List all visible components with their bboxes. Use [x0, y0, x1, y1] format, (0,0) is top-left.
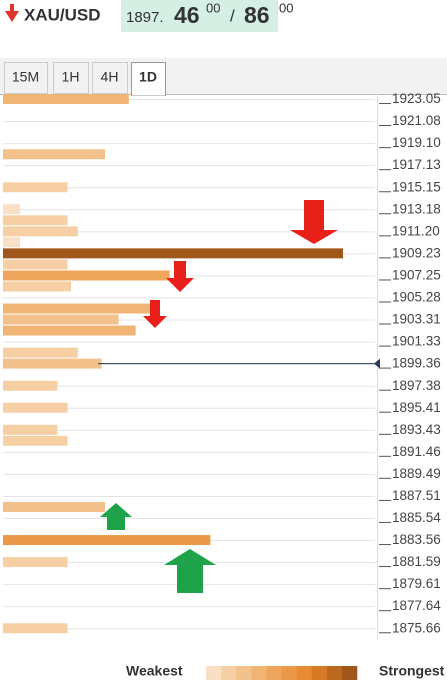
y-tick-label: 1913.18: [392, 201, 441, 216]
tab[interactable]: [131, 62, 166, 96]
y-tick-label: 1887.51: [392, 488, 441, 503]
bar: [3, 182, 68, 193]
legend-swatch: [311, 666, 328, 680]
y-tick-label: 1911.20: [392, 223, 440, 238]
bar: [3, 303, 153, 314]
y-tick-label: 1895.41: [392, 400, 441, 415]
y-tick-label: 1903.31: [392, 312, 441, 327]
y-tick-label: 1889.49: [392, 466, 441, 481]
y-tick-label: 1897.38: [392, 378, 441, 393]
bar: [3, 557, 68, 568]
bar: [3, 501, 105, 512]
legend: Weakest Strongest: [126, 663, 445, 680]
ask: 86: [244, 2, 270, 28]
tab-label[interactable]: 4H: [101, 69, 119, 85]
y-tick-label: 1891.46: [392, 444, 441, 459]
y-tick-label: 1923.05: [392, 91, 441, 106]
tab-label[interactable]: 15M: [12, 69, 39, 85]
support-arrow: [177, 564, 203, 593]
y-tick-label: 1879.61: [392, 576, 441, 591]
bar: [3, 149, 105, 160]
bar: [3, 226, 78, 237]
bar: [3, 402, 68, 413]
resistance-arrow: [143, 316, 167, 328]
bar: [3, 314, 119, 325]
support-arrow: [107, 516, 125, 530]
y-tick-label: 1883.56: [392, 532, 441, 547]
legend-swatch: [221, 666, 237, 680]
separator: /: [230, 6, 235, 25]
tab[interactable]: [53, 62, 89, 94]
bar: [3, 623, 68, 634]
y-tick-label: 1909.23: [392, 245, 441, 260]
bid: 46: [174, 2, 200, 28]
resistance-arrow: [304, 200, 324, 231]
legend-swatch: [341, 666, 358, 680]
y-tick-label: 1893.43: [392, 422, 441, 437]
y-tick-label: 1915.15: [392, 179, 441, 194]
bar: [3, 535, 211, 546]
tab-label[interactable]: 1D: [139, 69, 157, 85]
bar: [3, 380, 58, 391]
y-tick-label: 1875.66: [392, 620, 441, 635]
tab[interactable]: [92, 62, 128, 94]
tab-label[interactable]: 1H: [62, 69, 80, 85]
y-tick-label: 1901.33: [392, 334, 441, 349]
resistance-arrow: [166, 278, 194, 292]
price-prefix: 1897.: [126, 9, 164, 26]
tabs: 15M 1H 4H 1D: [4, 62, 166, 96]
bar: [3, 248, 343, 259]
legend-swatch: [251, 666, 267, 680]
support-arrow: [164, 549, 216, 565]
arrows: [100, 200, 338, 593]
down-icon-shaft: [10, 4, 14, 12]
bar: [3, 358, 102, 369]
bar: [3, 270, 170, 281]
resistance-arrow: [150, 300, 160, 317]
legend-swatch: [281, 666, 297, 680]
tab[interactable]: [4, 62, 48, 94]
bar: [3, 435, 68, 446]
y-tick-label: 1921.08: [392, 113, 441, 128]
resistance-arrow: [290, 230, 338, 244]
resistance-arrow: [174, 261, 186, 279]
ask-sup: 00: [279, 0, 293, 15]
y-tick-label: 1877.64: [392, 598, 441, 613]
legend-swatch: [296, 666, 312, 680]
legend-swatch: [236, 666, 252, 680]
bar: [3, 204, 20, 215]
bar: [3, 94, 129, 105]
y-tick-label: 1885.54: [392, 510, 441, 525]
bar: [3, 281, 71, 292]
bar: [3, 259, 68, 270]
down-icon: [5, 11, 19, 22]
header: XAU/USD 1897. 46 00 / 86 00: [5, 0, 293, 32]
y-tick-label: 1917.13: [392, 157, 441, 172]
y-tick-label: 1907.25: [392, 268, 441, 283]
support-arrow: [100, 503, 132, 517]
bid-sup: 00: [206, 0, 220, 15]
price-box: [121, 0, 278, 32]
bar: [3, 237, 20, 248]
y-tick-label: 1881.59: [392, 554, 441, 569]
legend-swatch: [206, 666, 222, 680]
y-tick-label: 1905.28: [392, 290, 441, 305]
legend-high: Strongest: [379, 663, 445, 679]
legend-low: Weakest: [126, 663, 183, 679]
y-tick-label: 1899.36: [392, 356, 441, 371]
symbol: XAU/USD: [24, 5, 101, 24]
y-tick-label: 1919.10: [392, 135, 441, 150]
bar: [3, 347, 78, 358]
legend-swatch: [266, 666, 282, 680]
legend-swatch: [326, 666, 343, 680]
chart: 1923.05 1921.08 1919.10 1917.13 1915.15 1913.…: [3, 91, 441, 639]
bar: [3, 424, 58, 435]
bar: [3, 325, 136, 336]
current-price-marker: [374, 358, 380, 369]
bar: [3, 215, 68, 226]
